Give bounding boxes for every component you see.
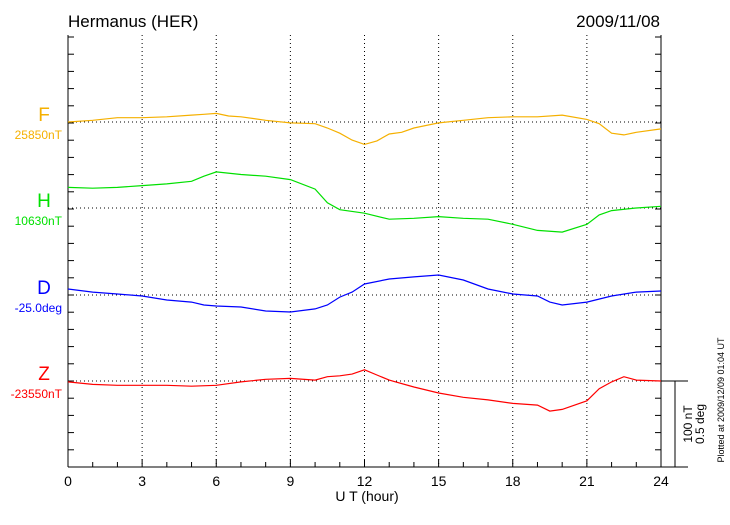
series-baseline-z: -23550nT <box>11 387 63 401</box>
series-baseline-h: 10630nT <box>15 214 63 228</box>
x-tick-label: 21 <box>579 473 595 489</box>
series-name-h: H <box>37 191 51 212</box>
plotted-footnote: Plotted at 2009/12/09 01:04 UT <box>716 337 726 463</box>
x-tick-label: 3 <box>138 473 146 489</box>
series-line-d <box>67 274 662 313</box>
scale-bar-deg: 0.5 deg <box>693 404 707 444</box>
chart-date: 2009/11/08 <box>576 12 660 31</box>
x-axis-label: U T (hour) <box>335 488 398 504</box>
series-line-z <box>67 369 662 412</box>
series-baseline-f: 25850nT <box>15 128 63 142</box>
series-baseline-d: -25.0deg <box>15 301 62 315</box>
scale-bar-nt: 100 nT <box>681 405 695 443</box>
series-name-d: D <box>37 278 51 299</box>
grid <box>68 35 661 467</box>
chart-title: Hermanus (HER) <box>68 12 198 31</box>
x-tick-label: 15 <box>431 473 447 489</box>
x-tick-label: 6 <box>212 473 220 489</box>
x-tick-label: 0 <box>64 473 72 489</box>
x-tick-label: 18 <box>505 473 521 489</box>
x-tick-labels: 0 3 6 9 12 15 18 21 24 <box>64 473 669 489</box>
x-tick-label: 9 <box>286 473 294 489</box>
series-name-f: F <box>38 105 50 126</box>
x-tick-label: 24 <box>653 473 669 489</box>
series-labels: F 25850nT H 10630nT D -25.0deg Z -23550nT <box>11 105 63 401</box>
series-group <box>67 112 662 412</box>
x-tick-label: 12 <box>357 473 373 489</box>
series-line-h <box>67 171 662 233</box>
series-line-f <box>67 112 662 146</box>
scale-bar: 100 nT 0.5 deg <box>661 380 707 468</box>
series-name-z: Z <box>38 364 50 385</box>
